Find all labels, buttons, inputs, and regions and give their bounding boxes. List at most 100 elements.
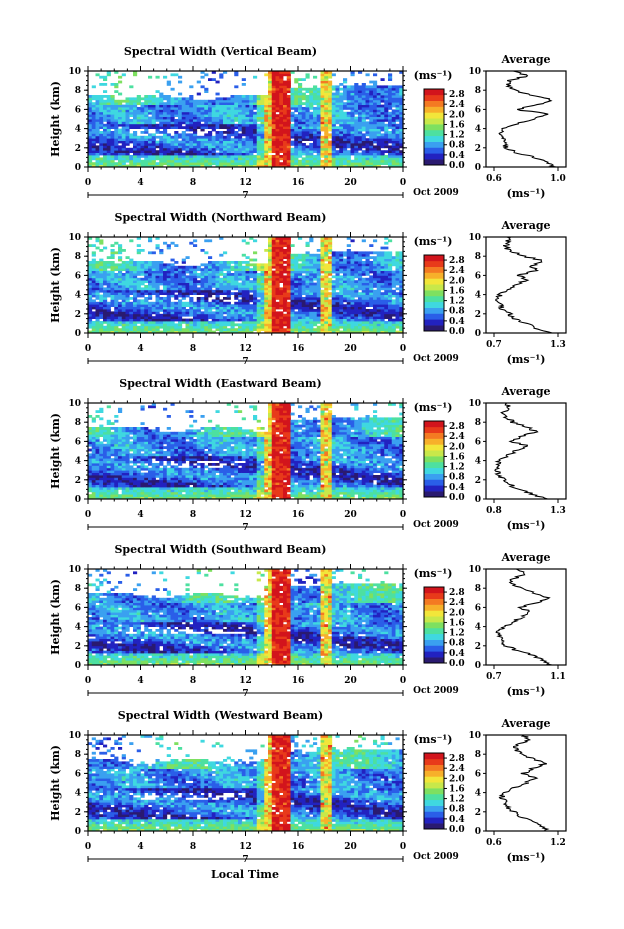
- heatmap-cell: [335, 121, 340, 125]
- heatmap-cell: [241, 126, 246, 129]
- heatmap-cell: [238, 126, 243, 129]
- heatmap-cell: [253, 239, 258, 243]
- heatmap-cell: [155, 289, 160, 293]
- heatmap-cell: [185, 107, 190, 110]
- heatmap-cell: [95, 316, 100, 319]
- heatmap-cell: [230, 157, 235, 161]
- heatmap-cell: [268, 116, 273, 120]
- heatmap-cell: [286, 275, 291, 279]
- heatmap-cell: [208, 282, 213, 286]
- heatmap-cell: [260, 147, 265, 151]
- heatmap-cell: [200, 162, 205, 165]
- heatmap-cell: [155, 99, 160, 103]
- heatmap-cell: [275, 292, 280, 295]
- heatmap-cell: [301, 304, 306, 307]
- heatmap-cell: [290, 135, 295, 139]
- heatmap-cell: [95, 107, 100, 110]
- heatmap-cell: [294, 159, 299, 163]
- heatmap-cell: [313, 304, 318, 307]
- heatmap-cell: [339, 92, 344, 96]
- heatmap-cell: [328, 73, 333, 77]
- heatmap-cell: [238, 294, 243, 298]
- heatmap-cell: [121, 280, 126, 283]
- heatmap-cell: [174, 140, 179, 144]
- heatmap-cell: [286, 270, 291, 274]
- heatmap-cell: [178, 126, 183, 129]
- heatmap-cell: [264, 131, 269, 134]
- heatmap-cell: [196, 159, 201, 163]
- heatmap-cell: [226, 114, 231, 117]
- heatmap-cell: [155, 128, 160, 132]
- heatmap-cell: [354, 150, 359, 153]
- heatmap-cell: [275, 313, 280, 317]
- heatmap-cell: [294, 285, 299, 288]
- heatmap-cell: [95, 102, 100, 105]
- heatmap-cell: [339, 128, 344, 132]
- heatmap-cell: [271, 311, 276, 315]
- heatmap-cell: [178, 321, 183, 324]
- heatmap-cell: [208, 328, 213, 331]
- heatmap-cell: [283, 152, 288, 156]
- heatmap-cell: [279, 261, 284, 264]
- heatmap-cell: [215, 97, 220, 101]
- heatmap-cell: [148, 294, 153, 298]
- heatmap-cell: [99, 107, 104, 110]
- heatmap-cell: [238, 277, 243, 281]
- heatmap-cell: [148, 104, 153, 108]
- heatmap-cell: [133, 138, 138, 141]
- heatmap-cell: [294, 253, 299, 257]
- heatmap-cell: [159, 143, 164, 146]
- heatmap-cell: [271, 140, 276, 144]
- heatmap-cell: [328, 116, 333, 120]
- heatmap-cell: [313, 90, 318, 93]
- heatmap-cell: [279, 73, 284, 77]
- heatmap-cell: [316, 114, 321, 117]
- heatmap-cell: [129, 107, 134, 110]
- heatmap-cell: [103, 304, 108, 307]
- heatmap-cell: [268, 287, 273, 291]
- heatmap-cell: [178, 97, 183, 101]
- heatmap-cell: [395, 114, 400, 117]
- heatmap-cell: [275, 147, 280, 151]
- heatmap-cell: [253, 282, 258, 286]
- heatmap-cell: [136, 265, 141, 269]
- heatmap-cell: [346, 261, 351, 264]
- heatmap-cell: [313, 294, 318, 298]
- heatmap-cell: [253, 309, 258, 312]
- heatmap-cell: [335, 107, 340, 110]
- heatmap-cell: [316, 119, 321, 122]
- heatmap-cell: [346, 140, 351, 144]
- heatmap-cell: [174, 273, 179, 276]
- heatmap-cell: [193, 275, 198, 279]
- heatmap-cell: [245, 318, 250, 322]
- heatmap-cell: [163, 265, 168, 269]
- heatmap-cell: [103, 273, 108, 276]
- heatmap-cell: [328, 246, 333, 250]
- heatmap-cell: [114, 306, 119, 310]
- heatmap-cell: [148, 318, 153, 322]
- heatmap-cell: [264, 162, 269, 165]
- heatmap-cell: [298, 83, 303, 86]
- heatmap-cell: [211, 268, 216, 271]
- heatmap-cell: [305, 309, 310, 312]
- heatmap-cell: [189, 287, 194, 291]
- heatmap-cell: [309, 304, 314, 307]
- heatmap-cell: [271, 80, 276, 84]
- heatmap-cell: [294, 268, 299, 271]
- heatmap-cell: [129, 97, 134, 101]
- heatmap-cell: [343, 318, 348, 322]
- heatmap-cell: [283, 244, 288, 247]
- heatmap-cell: [211, 330, 216, 334]
- heatmap-cell: [301, 311, 306, 315]
- heatmap-cell: [110, 253, 115, 257]
- heatmap-cell: [350, 328, 355, 331]
- heatmap-cell: [106, 306, 111, 310]
- heatmap-cell: [253, 297, 258, 300]
- heatmap-cell: [219, 287, 224, 291]
- heatmap-cell: [286, 246, 291, 250]
- heatmap-cell: [283, 83, 288, 86]
- heatmap-cell: [144, 102, 149, 105]
- heatmap-cell: [283, 92, 288, 96]
- heatmap-cell: [170, 99, 175, 103]
- heatmap-cell: [170, 159, 175, 163]
